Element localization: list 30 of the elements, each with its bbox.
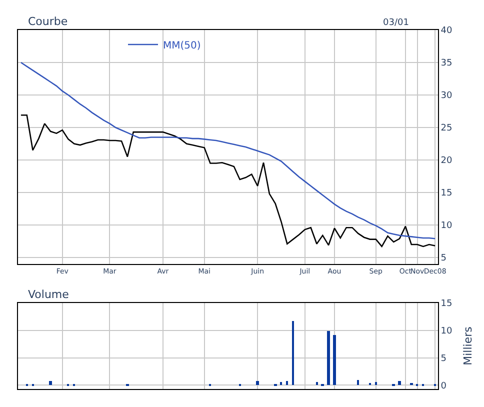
y-tick-label: 25 [440, 124, 452, 134]
y-tick-label: 10 [440, 326, 453, 337]
y-tick-label: 0 [440, 381, 447, 392]
line-series [20, 62, 436, 240]
y-tick-label: 40 [440, 26, 453, 36]
bar [327, 331, 330, 385]
bar [375, 382, 377, 385]
bar [316, 382, 318, 385]
y-tick-label: 15 [440, 188, 452, 199]
line-series [20, 114, 436, 248]
bar [280, 382, 282, 385]
y-tick-label: 30 [440, 91, 453, 102]
y-tick-label: 5 [440, 354, 447, 364]
y-axis-title: Milliers [462, 326, 475, 366]
bar [333, 335, 336, 385]
y-tick-label: 15 [440, 299, 452, 310]
y-tick-label: 20 [440, 156, 453, 166]
bar [357, 380, 359, 385]
chart-title: Courbe [28, 15, 68, 28]
bar [398, 381, 401, 385]
y-tick-label: 10 [440, 221, 453, 232]
chart-title: Volume [28, 288, 70, 301]
bar [286, 381, 288, 385]
y-tick-label: 5 [440, 254, 447, 264]
y-tick-label: 35 [440, 58, 452, 69]
bar [49, 381, 52, 385]
text: 03/01 [383, 18, 409, 28]
bar [292, 321, 294, 385]
bar [256, 381, 259, 385]
legend-label: MM(50) [163, 40, 201, 52]
